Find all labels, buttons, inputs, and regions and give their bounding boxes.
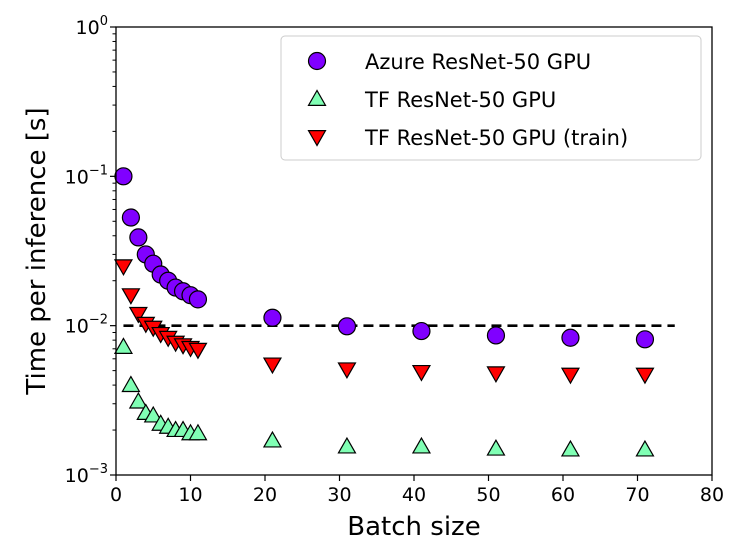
data-point xyxy=(561,328,580,347)
x-axis-title: Batch size xyxy=(347,512,480,542)
data-point xyxy=(128,391,148,409)
data-point xyxy=(486,366,506,383)
data-point xyxy=(337,436,357,454)
legend-label: TF ResNet-50 GPU (train) xyxy=(364,126,628,150)
series-3 xyxy=(113,259,655,385)
series-2 xyxy=(113,337,655,457)
x-tick-label: 60 xyxy=(551,484,575,506)
y-axis-title: Time per inference [s] xyxy=(22,107,52,395)
data-point xyxy=(129,228,148,247)
data-point xyxy=(143,405,163,423)
data-point xyxy=(188,342,208,360)
data-point xyxy=(337,317,357,336)
y-tick-label: 10−1 xyxy=(65,163,108,188)
data-point xyxy=(188,290,208,309)
y-tick-label: 100 xyxy=(76,14,108,39)
data-point xyxy=(635,439,655,457)
data-point xyxy=(121,288,141,305)
legend-marker xyxy=(307,89,327,106)
x-tick-label: 20 xyxy=(253,484,277,506)
data-point xyxy=(411,436,431,454)
legend-marker xyxy=(307,51,327,71)
y-tick-label: 10−3 xyxy=(65,462,108,487)
data-point xyxy=(113,337,133,354)
data-point xyxy=(337,362,357,380)
data-point xyxy=(412,321,431,341)
legend-label: TF ResNet-50 GPU xyxy=(364,88,556,112)
data-point xyxy=(121,375,141,393)
y-tick-label: 10−2 xyxy=(65,313,108,338)
x-tick-label: 40 xyxy=(402,484,426,506)
data-point xyxy=(188,423,208,441)
data-point xyxy=(262,430,282,448)
data-point xyxy=(635,330,655,349)
data-point xyxy=(121,208,140,227)
x-tick-label: 50 xyxy=(476,484,500,506)
x-tick-label: 70 xyxy=(625,484,649,506)
data-point xyxy=(262,357,282,375)
x-tick-label: 10 xyxy=(178,484,202,506)
data-point xyxy=(113,259,133,276)
data-point xyxy=(486,326,506,345)
legend-marker xyxy=(307,130,327,147)
data-point xyxy=(411,364,431,382)
legend-label: Azure ResNet-50 GPU xyxy=(365,50,591,74)
data-point xyxy=(486,438,506,456)
legend-frame xyxy=(280,35,702,161)
x-tick-label: 80 xyxy=(700,484,724,506)
data-point xyxy=(128,306,148,324)
data-point xyxy=(635,367,655,385)
x-tick-label: 30 xyxy=(327,484,351,506)
x-tick-label: 0 xyxy=(110,484,122,506)
data-point xyxy=(560,439,580,457)
legend: Azure ResNet-50 GPU TF ResNet-50 GPU TF Re… xyxy=(280,35,702,161)
series-1 xyxy=(114,167,655,349)
data-point xyxy=(560,367,580,385)
data-point xyxy=(114,167,133,186)
data-point xyxy=(263,308,282,327)
